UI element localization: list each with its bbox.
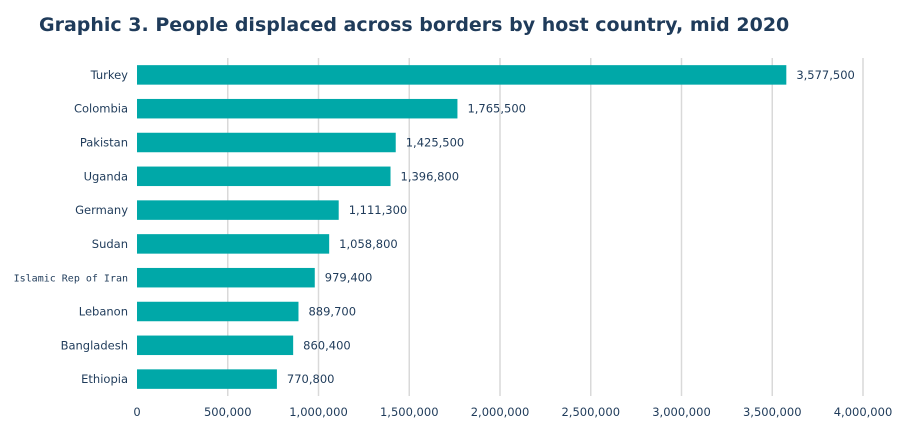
bar-sudan <box>137 234 330 254</box>
x-tick-label: 4,000,000 <box>834 405 893 419</box>
value-label: 1,058,800 <box>339 237 398 251</box>
value-label: 770,800 <box>287 372 335 386</box>
bar-uganda <box>137 166 391 187</box>
category-label: Sudan <box>92 237 128 251</box>
category-labels: Turkey Colombia Pakistan Uganda Germany Sudan… <box>14 68 129 386</box>
x-tick-label: 3,500,000 <box>743 405 802 419</box>
category-label: Pakistan <box>80 136 128 150</box>
category-label: Lebanon <box>79 305 128 319</box>
x-tick-label: 2,500,000 <box>561 405 620 419</box>
bar-bangladesh <box>137 335 294 356</box>
bars <box>137 65 787 389</box>
x-tick-label: 1,500,000 <box>380 405 439 419</box>
value-label: 889,700 <box>308 305 356 319</box>
value-label: 860,400 <box>303 338 351 352</box>
x-tick-label: 500,000 <box>204 405 252 419</box>
bar-colombia <box>137 98 458 119</box>
bar-islamic-rep-of-iran <box>137 267 315 288</box>
chart-title: Graphic 3. People displaced across borde… <box>39 14 790 36</box>
bar-lebanon <box>137 301 299 322</box>
x-tick-label: 1,000,000 <box>289 405 348 419</box>
value-label: 3,577,500 <box>796 68 855 82</box>
category-label: Colombia <box>74 102 128 116</box>
x-axis-tick-labels: 0 500,000 1,000,000 1,500,000 2,000,000 2,500… <box>133 405 892 419</box>
x-tick-label: 2,000,000 <box>471 405 530 419</box>
value-label: 1,111,300 <box>349 203 408 217</box>
bar-germany <box>137 200 339 220</box>
category-label: Ethiopia <box>81 372 128 386</box>
category-label: Germany <box>75 203 128 217</box>
value-label: 1,425,500 <box>406 136 465 150</box>
bar-pakistan <box>137 132 396 153</box>
category-label: Bangladesh <box>61 338 128 352</box>
value-label: 1,396,800 <box>401 169 460 183</box>
category-label: Turkey <box>90 68 129 82</box>
gridlines <box>227 58 864 396</box>
category-label: Uganda <box>84 169 128 183</box>
bar-ethiopia <box>137 369 277 389</box>
value-labels: 3,577,500 1,765,500 1,425,500 1,396,800 1,11… <box>287 68 855 386</box>
value-label: 1,765,500 <box>467 102 526 116</box>
bar-turkey <box>137 65 787 85</box>
x-tick-label: 0 <box>133 405 140 419</box>
x-tick-label: 3,000,000 <box>652 405 711 419</box>
value-label: 979,400 <box>325 271 373 285</box>
category-label: Islamic Rep of Iran <box>14 274 128 285</box>
